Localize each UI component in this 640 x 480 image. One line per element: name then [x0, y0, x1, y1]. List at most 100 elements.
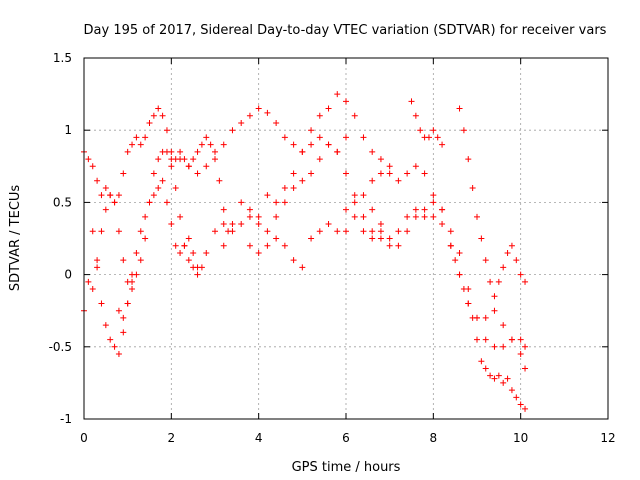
data-point — [181, 242, 188, 249]
data-point — [150, 170, 157, 177]
plot-frame — [83, 57, 609, 420]
data-point — [264, 242, 271, 249]
data-point — [351, 199, 358, 206]
data-point — [491, 375, 498, 382]
data-point — [115, 228, 122, 235]
data-point — [325, 221, 332, 228]
data-point — [120, 314, 127, 321]
data-point — [412, 206, 419, 213]
data-point — [194, 148, 201, 155]
y-axis-title: SDTVAR / TECUs — [8, 185, 23, 292]
y-tick-label: 0.5 — [53, 195, 72, 209]
data-point — [360, 134, 367, 141]
series-5 — [168, 91, 393, 177]
data-point — [159, 177, 166, 184]
data-point — [163, 148, 170, 155]
data-point — [155, 184, 162, 191]
data-point — [98, 300, 105, 307]
data-point — [89, 286, 96, 293]
data-point — [508, 336, 515, 343]
data-point — [194, 170, 201, 177]
data-point — [508, 242, 515, 249]
series-4 — [115, 177, 201, 321]
data-point — [522, 405, 529, 412]
data-point — [447, 242, 454, 249]
data-point — [343, 170, 349, 177]
data-point — [102, 322, 109, 329]
data-point — [386, 163, 393, 170]
data-point — [360, 228, 367, 235]
data-point — [155, 105, 162, 112]
data-point — [325, 105, 332, 112]
data-point — [474, 213, 480, 220]
data-point — [395, 177, 402, 184]
data-point — [281, 184, 288, 191]
data-point — [212, 156, 218, 163]
data-point — [517, 336, 524, 343]
data-point — [163, 127, 170, 134]
data-point — [377, 235, 384, 242]
data-point — [133, 249, 140, 256]
data-point — [255, 249, 262, 256]
data-point — [264, 228, 271, 235]
data-point — [404, 228, 411, 235]
chart-title: Day 195 of 2017, Sidereal Day-to-day VTE… — [84, 23, 607, 38]
data-point — [177, 213, 184, 220]
data-point — [220, 141, 227, 148]
data-point — [500, 343, 507, 350]
data-point — [430, 192, 437, 199]
y-tick-label: 1 — [64, 123, 72, 137]
data-point — [190, 249, 197, 256]
data-point — [94, 257, 101, 264]
data-point — [111, 199, 118, 206]
data-point — [163, 199, 170, 206]
data-point — [115, 307, 122, 314]
data-point — [299, 264, 306, 271]
data-point — [316, 228, 323, 235]
data-point — [290, 257, 297, 264]
x-axis-title: GPS time / hours — [292, 460, 401, 475]
data-point — [316, 112, 323, 119]
data-point — [465, 156, 472, 163]
data-point — [495, 278, 502, 285]
data-point — [203, 134, 210, 141]
data-point — [107, 192, 114, 199]
data-point — [133, 134, 140, 141]
data-point — [469, 314, 476, 321]
data-points — [81, 91, 529, 412]
data-point — [334, 228, 341, 235]
data-point — [412, 112, 419, 119]
series-1 — [81, 105, 232, 235]
data-point — [194, 264, 201, 271]
data-point — [177, 249, 184, 256]
data-point — [500, 264, 507, 271]
data-point — [430, 127, 437, 134]
data-point — [491, 343, 498, 350]
data-point — [351, 112, 358, 119]
data-point — [377, 221, 384, 228]
data-point — [425, 134, 432, 141]
data-point — [478, 235, 485, 242]
data-point — [107, 336, 114, 343]
data-point — [430, 213, 437, 220]
data-point — [316, 156, 323, 163]
data-point — [452, 257, 459, 264]
data-point — [513, 257, 520, 264]
data-point — [522, 365, 529, 372]
data-point — [142, 235, 149, 242]
data-point — [146, 119, 153, 126]
data-point — [299, 148, 306, 155]
data-point — [351, 192, 358, 199]
x-tick-label: 0 — [80, 431, 88, 445]
data-point — [238, 199, 245, 206]
series-11 — [408, 98, 446, 148]
data-point — [255, 221, 262, 228]
data-point — [229, 228, 236, 235]
data-point — [137, 257, 144, 264]
data-point — [85, 156, 92, 163]
data-point — [316, 134, 323, 141]
data-point — [220, 206, 227, 213]
data-point — [142, 134, 149, 141]
data-point — [120, 170, 127, 177]
x-tick-label: 8 — [430, 431, 438, 445]
